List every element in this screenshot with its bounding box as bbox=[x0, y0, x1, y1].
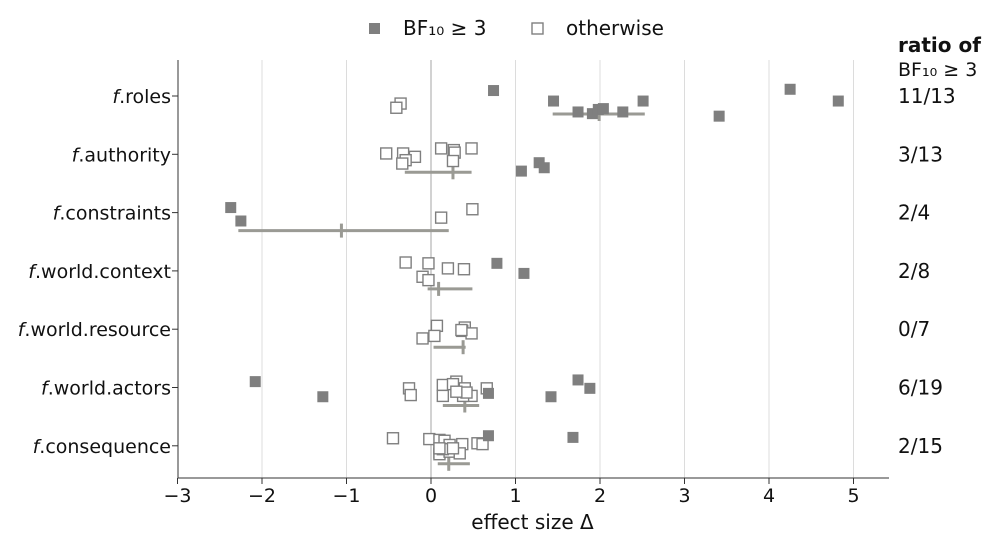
filled-marker bbox=[572, 374, 584, 386]
x-tick-label: 1 bbox=[509, 485, 521, 507]
open-marker bbox=[441, 262, 455, 275]
filled-marker bbox=[538, 162, 550, 174]
open-marker bbox=[430, 319, 444, 333]
open-marker bbox=[434, 211, 448, 224]
legend: BF₁₀ ≥ 3 otherwise bbox=[369, 16, 664, 40]
ratio-header-subtitle: BF₁₀ ≥ 3 bbox=[898, 59, 977, 81]
category-labels: f.roles f.authority f.constraints f.world.c… bbox=[18, 86, 171, 458]
x-tick-label: −3 bbox=[163, 485, 191, 507]
ratio-value: 2/8 bbox=[898, 259, 930, 283]
ratio-value: 0/7 bbox=[898, 317, 930, 341]
x-tick-label: −1 bbox=[332, 485, 360, 507]
open-marker bbox=[455, 323, 468, 337]
open-marker bbox=[465, 142, 478, 155]
open-marker bbox=[428, 329, 441, 343]
filled-marker bbox=[832, 95, 844, 107]
legend-open-label: otherwise bbox=[566, 16, 664, 40]
filled-marker bbox=[584, 382, 596, 394]
filled-marker bbox=[713, 110, 725, 122]
legend-filled-marker bbox=[369, 23, 380, 34]
category-label: f.world.resource bbox=[18, 319, 171, 341]
filled-marker bbox=[235, 215, 247, 227]
open-marker bbox=[380, 147, 393, 160]
filled-marker bbox=[784, 83, 796, 95]
open-marker bbox=[422, 273, 435, 287]
open-marker bbox=[386, 432, 400, 445]
open-marker bbox=[466, 203, 479, 216]
filled-marker bbox=[249, 376, 261, 388]
open-marker bbox=[436, 389, 450, 403]
category-label: f.world.context bbox=[28, 261, 171, 283]
x-axis: −3 −2 −1 0 1 2 3 4 5 effect size Δ bbox=[163, 60, 889, 534]
filled-marker bbox=[548, 95, 560, 107]
ratio-value: 2/15 bbox=[898, 434, 943, 458]
category-label: f.consequence bbox=[33, 436, 171, 458]
filled-marker bbox=[482, 387, 494, 399]
x-tick-label: −2 bbox=[248, 485, 276, 507]
x-tick-label: 2 bbox=[594, 485, 606, 507]
open-marker bbox=[465, 327, 478, 340]
legend-filled-label: BF₁₀ ≥ 3 bbox=[403, 16, 486, 40]
filled-marker bbox=[491, 257, 503, 269]
data-points bbox=[225, 83, 844, 461]
x-tick-label: 0 bbox=[425, 485, 437, 507]
open-marker bbox=[416, 332, 429, 345]
category-label: f.constraints bbox=[53, 203, 171, 225]
open-marker bbox=[404, 388, 417, 402]
ratio-header-title: ratio of bbox=[898, 33, 981, 57]
open-marker bbox=[457, 263, 471, 276]
open-marker bbox=[433, 442, 446, 455]
open-marker bbox=[476, 437, 489, 451]
legend-open-marker bbox=[531, 22, 544, 35]
filled-marker bbox=[572, 106, 584, 118]
filled-marker bbox=[545, 391, 557, 403]
open-marker bbox=[460, 386, 473, 399]
filled-marker bbox=[567, 431, 579, 443]
filled-marker bbox=[225, 202, 237, 214]
x-axis-label: effect size Δ bbox=[471, 510, 594, 534]
category-label: f.authority bbox=[72, 144, 171, 166]
open-marker bbox=[396, 157, 409, 170]
open-marker bbox=[399, 256, 412, 269]
open-marker bbox=[423, 432, 436, 446]
open-marker bbox=[422, 257, 435, 270]
credible-intervals bbox=[238, 107, 645, 471]
x-tick-label: 5 bbox=[847, 485, 859, 507]
open-marker bbox=[436, 378, 450, 392]
filled-marker bbox=[515, 165, 527, 177]
filled-marker bbox=[482, 430, 494, 442]
open-marker bbox=[446, 154, 460, 168]
category-label: f.world.actors bbox=[41, 378, 171, 400]
x-tick-label: 3 bbox=[678, 485, 690, 507]
filled-marker bbox=[637, 95, 649, 107]
open-marker bbox=[434, 142, 448, 155]
x-tick-label: 4 bbox=[763, 485, 775, 507]
filled-marker bbox=[518, 267, 530, 279]
ratio-value: 11/13 bbox=[898, 84, 956, 108]
filled-marker bbox=[488, 85, 500, 97]
open-marker bbox=[390, 101, 403, 114]
filled-marker bbox=[317, 391, 329, 403]
gridlines bbox=[261, 60, 854, 478]
ratio-value: 3/13 bbox=[898, 142, 943, 166]
ratio-value: 6/19 bbox=[898, 376, 943, 400]
ratio-value: 2/4 bbox=[898, 201, 930, 225]
category-label: f.roles bbox=[112, 86, 171, 108]
open-marker bbox=[446, 442, 460, 455]
filled-marker bbox=[586, 108, 598, 120]
filled-marker bbox=[597, 103, 609, 115]
open-marker bbox=[450, 385, 463, 398]
filled-marker bbox=[617, 106, 629, 118]
